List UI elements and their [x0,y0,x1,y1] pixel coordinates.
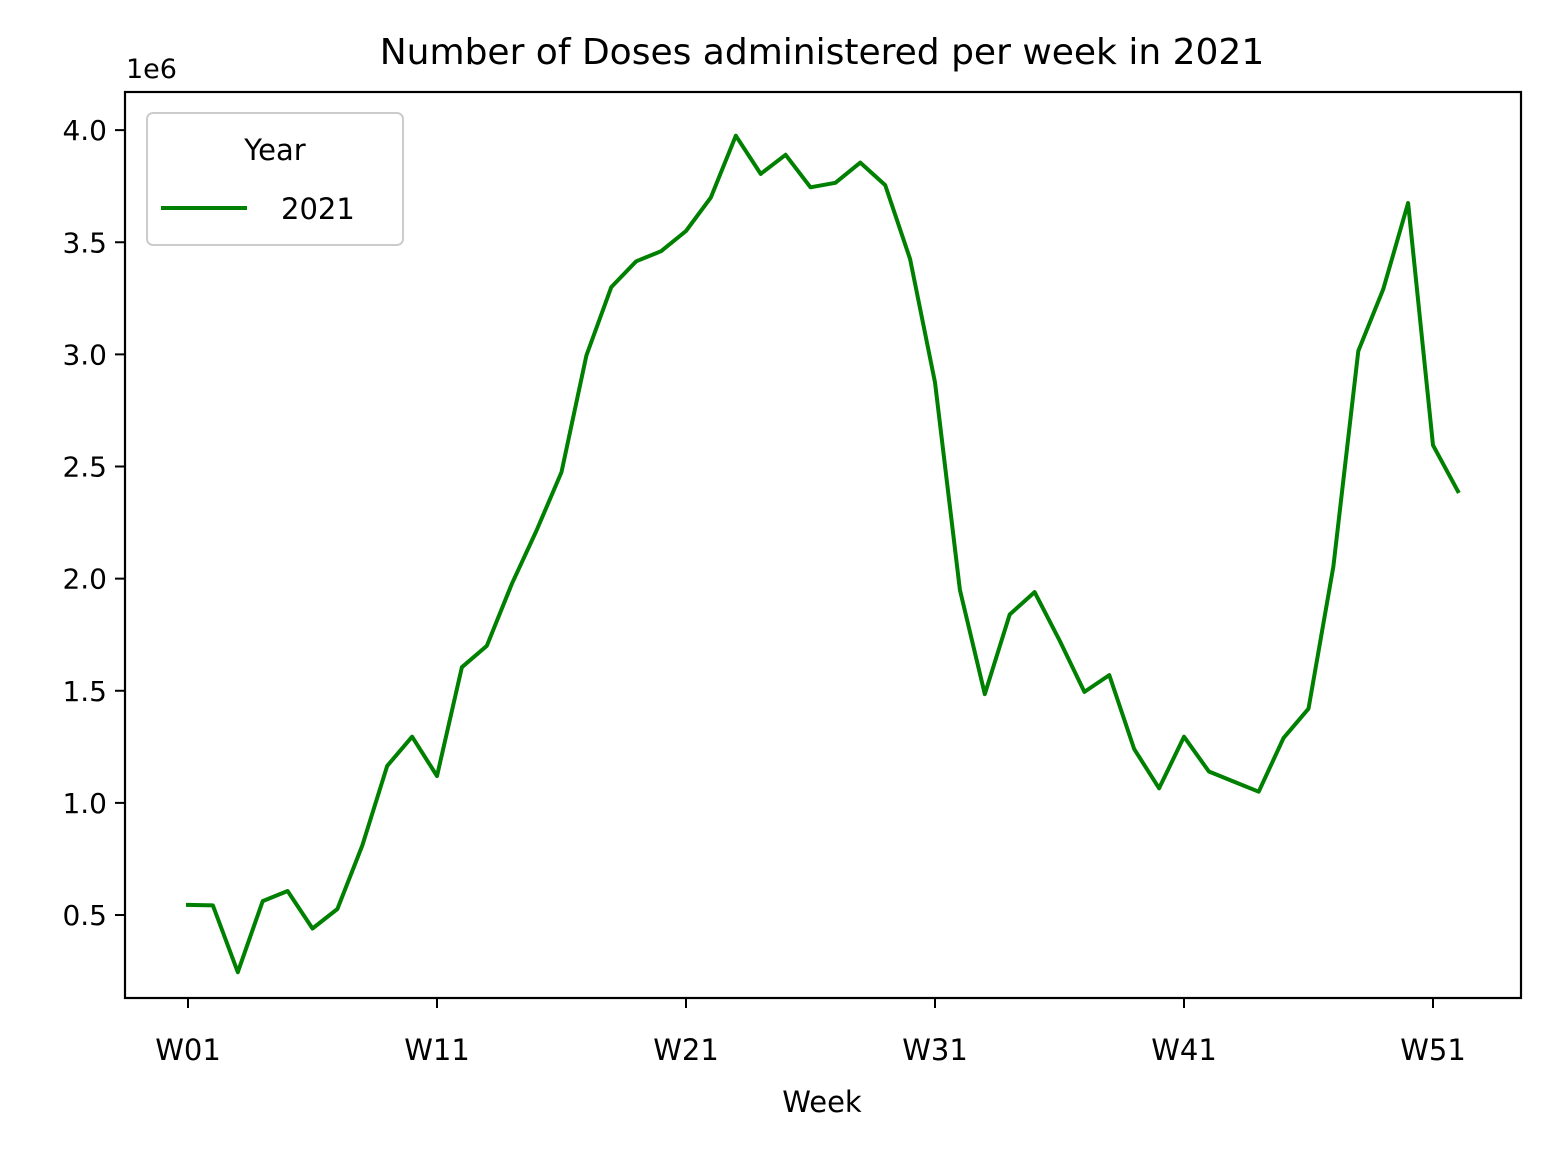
y-tick-label: 3.0 [62,338,107,371]
y-tick-label: 4.0 [62,114,107,147]
legend-box [146,112,404,246]
plot-area-frame [123,90,1523,1000]
legend-label-2021: 2021 [281,192,355,226]
y-tick-label: 2.0 [62,563,107,596]
x-tick-label: W21 [653,1033,719,1067]
x-tick-label: W11 [404,1033,470,1067]
x-axis-label: Week [782,1085,862,1119]
x-axis: W01 W11 W21 W31 W41 W51 [155,998,1466,1067]
legend: Year 2021 [146,112,404,246]
chart-title: Number of Doses administered per week in… [380,32,1264,73]
x-tick-label: W01 [155,1033,221,1067]
x-tick-label: W41 [1151,1033,1217,1067]
series-line-2021 [185,133,1461,975]
x-tick-label: W31 [902,1033,968,1067]
y-tick-label: 0.5 [62,899,107,932]
y-tick-label: 2.5 [62,451,107,484]
y-axis: 0.5 1.0 1.5 2.0 2.5 3.0 3.5 4.0 [62,114,125,932]
y-axis-offset-label: 1e6 [126,54,177,85]
series-layer [185,133,1461,975]
y-tick-label: 1.5 [62,675,107,708]
y-tick-label: 1.0 [62,787,107,820]
legend-title: Year [243,133,305,167]
x-tick-label: W51 [1400,1033,1466,1067]
y-tick-label: 3.5 [62,226,107,259]
